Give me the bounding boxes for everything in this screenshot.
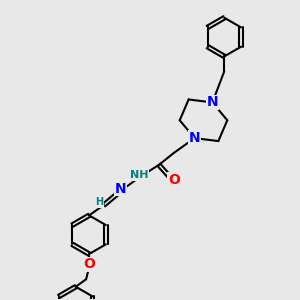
Text: N: N — [207, 95, 218, 110]
Text: O: O — [168, 173, 180, 187]
Text: O: O — [83, 257, 95, 272]
Text: N: N — [189, 131, 200, 145]
Text: N: N — [115, 182, 126, 196]
Text: H: H — [95, 197, 104, 207]
Text: NH: NH — [130, 170, 149, 180]
